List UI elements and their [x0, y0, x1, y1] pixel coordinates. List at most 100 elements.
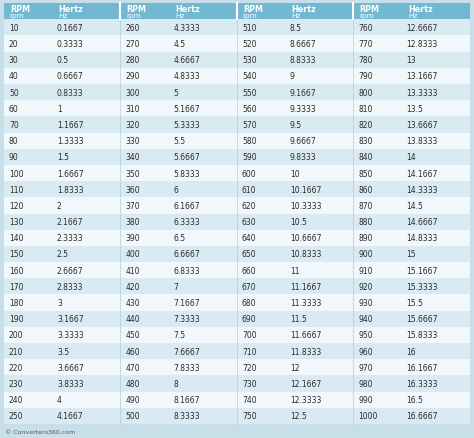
- Bar: [354, 214, 402, 230]
- Bar: [120, 85, 169, 101]
- Text: 7.5: 7.5: [173, 331, 186, 339]
- Text: 3: 3: [57, 298, 62, 307]
- Bar: [402, 20, 470, 36]
- Text: 210: 210: [9, 347, 23, 356]
- Bar: [354, 53, 402, 69]
- Bar: [402, 53, 470, 69]
- Bar: [169, 327, 237, 343]
- Text: 30: 30: [9, 56, 18, 65]
- Bar: [237, 311, 286, 327]
- Text: 2.3333: 2.3333: [57, 234, 83, 243]
- Text: 420: 420: [126, 282, 140, 291]
- Text: 510: 510: [242, 24, 256, 33]
- Text: 11.1667: 11.1667: [290, 282, 321, 291]
- Text: 80: 80: [9, 137, 18, 146]
- Text: 1.1667: 1.1667: [57, 120, 83, 130]
- Text: 860: 860: [358, 185, 373, 194]
- Bar: [402, 408, 470, 424]
- Bar: [53, 343, 120, 360]
- Bar: [53, 133, 120, 149]
- Bar: [237, 262, 286, 279]
- Bar: [354, 198, 402, 214]
- Text: 890: 890: [358, 234, 373, 243]
- Bar: [286, 117, 354, 133]
- Text: 2.6667: 2.6667: [57, 266, 83, 275]
- Bar: [402, 166, 470, 182]
- Text: 6.1667: 6.1667: [173, 201, 200, 210]
- Text: 200: 200: [9, 331, 23, 339]
- Bar: [53, 36, 120, 53]
- Text: 7: 7: [173, 282, 178, 291]
- Bar: [237, 327, 286, 343]
- Text: 280: 280: [126, 56, 140, 65]
- Bar: [237, 408, 286, 424]
- Bar: [237, 230, 286, 246]
- Text: Hertz: Hertz: [292, 5, 316, 14]
- Text: 140: 140: [9, 234, 23, 243]
- Text: 4.8333: 4.8333: [173, 72, 200, 81]
- Text: RPM: RPM: [359, 5, 379, 14]
- Text: 590: 590: [242, 153, 256, 162]
- Bar: [4, 182, 53, 198]
- Text: 350: 350: [126, 169, 140, 178]
- Text: 400: 400: [126, 250, 140, 259]
- Text: 7.6667: 7.6667: [173, 347, 200, 356]
- Text: 370: 370: [126, 201, 140, 210]
- Bar: [286, 149, 354, 166]
- Text: 3.3333: 3.3333: [57, 331, 84, 339]
- Text: 3.1667: 3.1667: [57, 314, 83, 324]
- Bar: [402, 360, 470, 375]
- Bar: [354, 4, 402, 20]
- Bar: [169, 101, 237, 117]
- Bar: [237, 182, 286, 198]
- Text: rpm: rpm: [10, 13, 25, 19]
- Bar: [120, 117, 169, 133]
- Text: 16.6667: 16.6667: [407, 411, 438, 420]
- Text: 90: 90: [9, 153, 18, 162]
- Bar: [402, 262, 470, 279]
- Text: 14.1667: 14.1667: [407, 169, 438, 178]
- Text: 880: 880: [358, 218, 373, 226]
- Bar: [286, 360, 354, 375]
- Bar: [53, 117, 120, 133]
- Text: 810: 810: [358, 105, 373, 113]
- Bar: [53, 149, 120, 166]
- Bar: [402, 392, 470, 408]
- Bar: [402, 246, 470, 262]
- Text: Hz: Hz: [408, 13, 417, 19]
- Bar: [53, 392, 120, 408]
- Bar: [169, 343, 237, 360]
- Bar: [286, 295, 354, 311]
- Bar: [169, 246, 237, 262]
- Bar: [4, 327, 53, 343]
- Text: 960: 960: [358, 347, 373, 356]
- Text: 4: 4: [57, 396, 62, 404]
- Text: 5.5: 5.5: [173, 137, 186, 146]
- Bar: [169, 230, 237, 246]
- Bar: [53, 327, 120, 343]
- Text: 1.8333: 1.8333: [57, 185, 83, 194]
- Bar: [4, 101, 53, 117]
- Text: 490: 490: [126, 396, 140, 404]
- Bar: [53, 360, 120, 375]
- Bar: [286, 214, 354, 230]
- Bar: [4, 311, 53, 327]
- Bar: [354, 392, 402, 408]
- Text: 5.8333: 5.8333: [173, 169, 200, 178]
- Bar: [169, 85, 237, 101]
- Text: 820: 820: [358, 120, 373, 130]
- Text: 8.8333: 8.8333: [290, 56, 317, 65]
- Text: 470: 470: [126, 363, 140, 372]
- Bar: [120, 149, 169, 166]
- Bar: [354, 343, 402, 360]
- Text: 730: 730: [242, 379, 256, 388]
- Bar: [402, 375, 470, 392]
- Bar: [286, 166, 354, 182]
- Text: 390: 390: [126, 234, 140, 243]
- Bar: [120, 246, 169, 262]
- Text: 460: 460: [126, 347, 140, 356]
- Text: 9: 9: [290, 72, 295, 81]
- Bar: [120, 408, 169, 424]
- Text: 620: 620: [242, 201, 256, 210]
- Text: 950: 950: [358, 331, 373, 339]
